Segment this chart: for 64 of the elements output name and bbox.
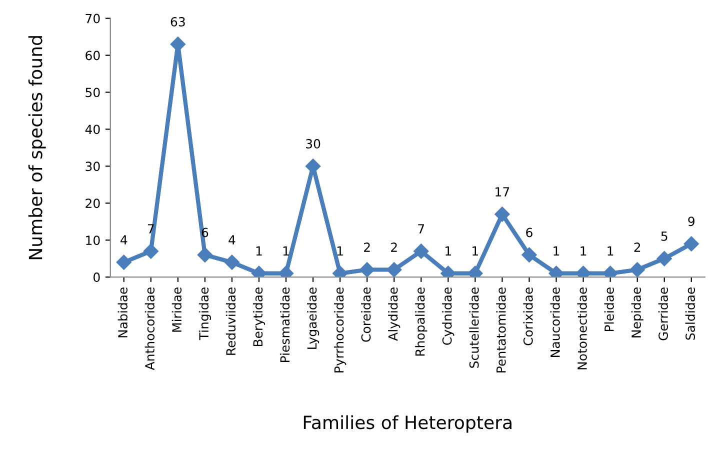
point [494, 206, 510, 222]
x-tick-label: Berytidae [252, 287, 266, 346]
point [522, 247, 537, 262]
point [414, 244, 429, 259]
point [386, 262, 402, 278]
point [630, 262, 645, 278]
x-tick-label: Notonectidae [577, 287, 587, 370]
data-label: 7 [418, 224, 424, 234]
y-axis-title: Number of species found [28, 36, 46, 260]
data-label: 2 [634, 242, 640, 252]
x-tick-label: Cydnidae [442, 287, 454, 345]
x-tick-label: Miridae [172, 287, 182, 332]
point [197, 247, 213, 262]
data-label: 1 [580, 246, 586, 256]
data-label: 17 [496, 187, 510, 196]
data-label: 1 [608, 246, 614, 256]
x-tick-label: Pentatomidae [496, 287, 506, 372]
x-tick-label: Gerridae [658, 287, 668, 340]
x-tick-label: Coreidae [361, 287, 371, 342]
x-tick-label: Tingidae [198, 287, 211, 340]
x-tick-label: Scutelleridae [469, 287, 479, 368]
point [684, 236, 699, 252]
y-tick-label: 70 [86, 14, 100, 24]
data-label: 2 [391, 242, 397, 252]
x-tick-label: Saldidae [685, 287, 695, 340]
x-tick-label: Alydidae [388, 287, 400, 341]
y-tick-label: 30 [86, 162, 100, 172]
y-tick-label: 40 [85, 124, 100, 134]
point [116, 254, 132, 270]
data-label: 1 [256, 246, 262, 256]
data-label: 1 [446, 246, 451, 256]
data-label: 4 [120, 235, 128, 244]
data-label: 1 [472, 246, 478, 256]
data-label: 5 [661, 232, 668, 241]
data-label: 2 [364, 242, 370, 252]
y-tick-label: 60 [86, 50, 100, 60]
data-label: 30 [306, 139, 320, 148]
x-tick-label: Nepidae [631, 287, 644, 338]
y-tick-label: 0 [94, 272, 100, 282]
x-tick-label: Nabidae [118, 287, 128, 338]
x-tick-label: Pyrrhocoridae [334, 287, 346, 372]
data-label: 1 [554, 246, 560, 256]
x-tick-label: Pleidae [604, 287, 614, 332]
data-label: 1 [337, 246, 343, 256]
data-label: 9 [688, 216, 694, 226]
x-tick-label: Corixidae [523, 287, 533, 346]
x-tick-label: Lygaeidae [306, 287, 320, 349]
x-tick-label: Anthocoridae [144, 287, 155, 370]
y-tick-label: 20 [86, 198, 100, 208]
x-tick-label: Naucoridae [550, 287, 560, 357]
y-tick-label: 10 [86, 236, 100, 246]
point [360, 262, 375, 278]
x-tick-label: Reduviidae [226, 287, 236, 355]
data-label: 1 [283, 246, 289, 256]
data-label: 4 [228, 235, 236, 244]
y-tick-label: 50 [86, 88, 100, 98]
x-axis-title: Families of Heteroptera [304, 415, 512, 433]
x-tick-label: Rhopalidae [415, 287, 428, 356]
data-label: 63 [170, 17, 185, 26]
data-label: 6 [526, 228, 532, 238]
x-tick-label: Piesmatidae [280, 287, 290, 362]
point [224, 254, 240, 270]
point [656, 251, 672, 266]
point [143, 244, 158, 259]
